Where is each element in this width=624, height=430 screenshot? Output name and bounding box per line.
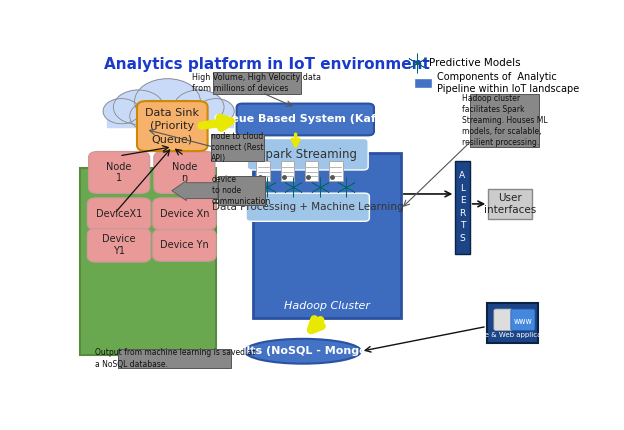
FancyBboxPatch shape [470,94,539,147]
Text: Device Xn: Device Xn [160,209,209,219]
Text: Output from machine learning is saved at
a NoSQL database.: Output from machine learning is saved at… [95,348,255,369]
Circle shape [114,90,163,124]
FancyBboxPatch shape [305,161,318,181]
Text: Spark Streaming: Spark Streaming [258,148,357,161]
FancyBboxPatch shape [107,114,233,127]
FancyBboxPatch shape [218,176,265,205]
FancyBboxPatch shape [154,152,215,194]
FancyBboxPatch shape [247,138,368,170]
Text: www: www [514,317,532,326]
Text: Device
Y1: Device Y1 [102,234,136,256]
FancyBboxPatch shape [213,72,301,94]
FancyBboxPatch shape [414,78,432,88]
Text: User
interfaces: User interfaces [484,193,536,215]
Text: Device Yn: Device Yn [160,240,209,250]
FancyBboxPatch shape [89,152,150,194]
FancyBboxPatch shape [236,104,374,135]
FancyBboxPatch shape [119,349,231,368]
Text: DeviceX1: DeviceX1 [96,209,142,219]
FancyBboxPatch shape [281,161,294,181]
FancyBboxPatch shape [246,193,369,221]
Text: High Volume, High Velocity data
from millions of devices: High Volume, High Velocity data from mil… [192,73,321,93]
FancyBboxPatch shape [212,134,264,161]
Circle shape [150,107,189,134]
Text: Node
1: Node 1 [107,162,132,183]
Text: Predictive Models: Predictive Models [429,58,520,68]
Text: Hadoop Cluster: Hadoop Cluster [284,301,370,311]
FancyBboxPatch shape [256,161,270,181]
FancyBboxPatch shape [488,189,532,219]
Text: Node
n: Node n [172,162,197,183]
FancyBboxPatch shape [511,309,535,331]
Circle shape [161,100,208,132]
Circle shape [173,90,224,124]
Text: Data Sink
(Priority
Queue): Data Sink (Priority Queue) [145,108,199,144]
Text: Analytics platform in IoT environment: Analytics platform in IoT environment [104,57,429,71]
FancyBboxPatch shape [153,229,216,261]
Text: Queue Based System (Kafka): Queue Based System (Kafka) [215,114,396,124]
Text: Hadoop cluster
facilitates Spark
Streaming. Houses ML
models, for scalable,
resi: Hadoop cluster facilitates Spark Streami… [462,94,547,147]
Text: Components of  Analytic
Pipeline within IoT landscape: Components of Analytic Pipeline within I… [437,72,580,94]
Text: device
to node
communication: device to node communication [212,175,271,206]
Text: node to cloud
connect (Rest
API): node to cloud connect (Rest API) [212,132,264,163]
FancyBboxPatch shape [329,161,343,181]
FancyBboxPatch shape [80,168,216,355]
FancyBboxPatch shape [137,101,208,151]
Text: A
L
E
R
T
S: A L E R T S [459,172,466,243]
Circle shape [130,100,176,132]
FancyBboxPatch shape [494,309,513,331]
FancyArrow shape [172,181,218,200]
Circle shape [135,79,200,124]
FancyBboxPatch shape [87,229,151,262]
Circle shape [103,98,140,124]
Text: Results (NoSQL - MongoDB): Results (NoSQL - MongoDB) [216,346,389,356]
FancyBboxPatch shape [253,153,401,318]
FancyBboxPatch shape [87,198,151,230]
Ellipse shape [245,339,361,364]
Text: Data Processing + Machine Learning: Data Processing + Machine Learning [212,202,404,212]
FancyBboxPatch shape [153,198,216,230]
FancyBboxPatch shape [487,303,538,343]
Text: Mobile & Web applications: Mobile & Web applications [466,332,558,338]
FancyBboxPatch shape [456,161,470,254]
Circle shape [197,98,234,124]
